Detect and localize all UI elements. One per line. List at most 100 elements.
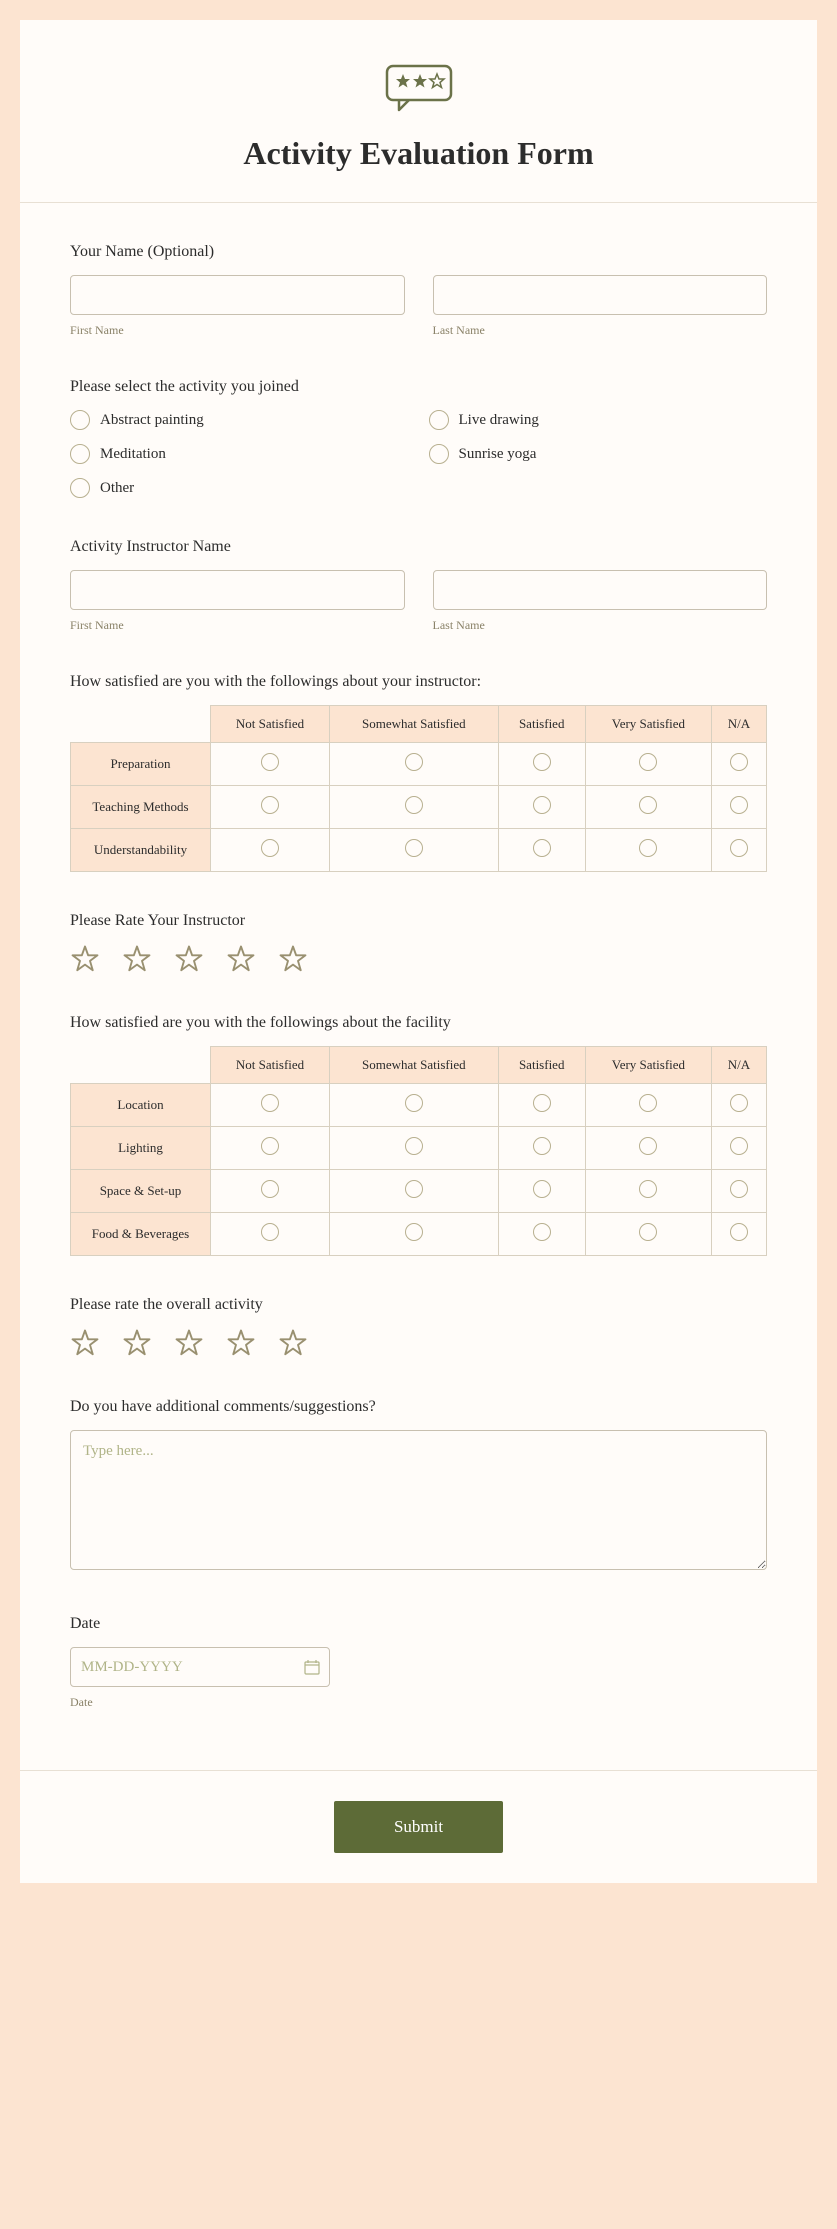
rate-instructor-group: Please Rate Your Instructor	[70, 912, 767, 974]
matrix-radio[interactable]	[639, 1180, 657, 1198]
matrix-radio[interactable]	[405, 753, 423, 771]
instructor-first-name-input[interactable]	[70, 570, 405, 610]
matrix-radio[interactable]	[405, 796, 423, 814]
matrix-radio[interactable]	[261, 1094, 279, 1112]
comments-textarea[interactable]	[70, 1430, 767, 1570]
matrix-radio[interactable]	[730, 1137, 748, 1155]
matrix-radio[interactable]	[730, 1094, 748, 1112]
instructor-first-name-sublabel: First Name	[70, 618, 405, 633]
instructor-matrix-label: How satisfied are you with the following…	[70, 673, 767, 691]
matrix-column-header: N/A	[711, 1047, 766, 1084]
matrix-radio[interactable]	[405, 1223, 423, 1241]
matrix-radio[interactable]	[405, 1180, 423, 1198]
radio-label: Abstract painting	[100, 412, 204, 429]
activity-select-group: Please select the activity you joined Ab…	[70, 378, 767, 498]
your-name-label: Your Name (Optional)	[70, 243, 767, 261]
instructor-name-label: Activity Instructor Name	[70, 538, 767, 556]
matrix-radio[interactable]	[730, 1223, 748, 1241]
first-name-input[interactable]	[70, 275, 405, 315]
matrix-radio[interactable]	[261, 1137, 279, 1155]
star-icon[interactable]	[70, 1328, 100, 1358]
radio-circle[interactable]	[70, 478, 90, 498]
radio-label: Other	[100, 480, 134, 497]
radio-circle[interactable]	[429, 444, 449, 464]
submit-button[interactable]: Submit	[334, 1801, 503, 1853]
facility-matrix-group: How satisfied are you with the following…	[70, 1014, 767, 1256]
rate-instructor-label: Please Rate Your Instructor	[70, 912, 767, 930]
rate-overall-label: Please rate the overall activity	[70, 1296, 767, 1314]
matrix-radio[interactable]	[261, 753, 279, 771]
activity-select-label: Please select the activity you joined	[70, 378, 767, 396]
activity-option[interactable]: Live drawing	[429, 410, 768, 430]
star-icon[interactable]	[226, 944, 256, 974]
star-icon[interactable]	[122, 1328, 152, 1358]
matrix-radio[interactable]	[639, 839, 657, 857]
matrix-column-header: N/A	[711, 706, 766, 743]
date-input[interactable]	[70, 1647, 330, 1687]
matrix-row-label: Lighting	[71, 1127, 211, 1170]
matrix-column-header: Not Satisfied	[211, 706, 330, 743]
matrix-row-label: Teaching Methods	[71, 786, 211, 829]
matrix-radio[interactable]	[261, 796, 279, 814]
facility-matrix-table: Not SatisfiedSomewhat SatisfiedSatisfied…	[70, 1046, 767, 1256]
rate-overall-group: Please rate the overall activity	[70, 1296, 767, 1358]
matrix-radio[interactable]	[730, 1180, 748, 1198]
matrix-radio[interactable]	[639, 753, 657, 771]
radio-circle[interactable]	[70, 444, 90, 464]
matrix-radio[interactable]	[639, 796, 657, 814]
radio-circle[interactable]	[70, 410, 90, 430]
activity-option[interactable]: Abstract painting	[70, 410, 409, 430]
matrix-radio[interactable]	[405, 1137, 423, 1155]
star-icon[interactable]	[122, 944, 152, 974]
matrix-radio[interactable]	[533, 1223, 551, 1241]
date-label: Date	[70, 1615, 767, 1633]
matrix-radio[interactable]	[533, 1180, 551, 1198]
star-icon[interactable]	[278, 1328, 308, 1358]
radio-circle[interactable]	[429, 410, 449, 430]
form-container: Activity Evaluation Form Your Name (Opti…	[20, 20, 817, 1883]
matrix-column-header: Not Satisfied	[211, 1047, 330, 1084]
star-icon[interactable]	[174, 944, 204, 974]
matrix-radio[interactable]	[261, 839, 279, 857]
form-body: Your Name (Optional) First Name Last Nam…	[20, 203, 817, 1770]
comments-label: Do you have additional comments/suggesti…	[70, 1398, 767, 1416]
matrix-radio[interactable]	[533, 1094, 551, 1112]
activity-option[interactable]: Sunrise yoga	[429, 444, 768, 464]
star-icon[interactable]	[70, 944, 100, 974]
matrix-row-label: Understandability	[71, 829, 211, 872]
first-name-sublabel: First Name	[70, 323, 405, 338]
matrix-radio[interactable]	[730, 753, 748, 771]
matrix-radio[interactable]	[730, 796, 748, 814]
matrix-radio[interactable]	[639, 1223, 657, 1241]
matrix-radio[interactable]	[639, 1137, 657, 1155]
matrix-column-header: Somewhat Satisfied	[330, 706, 499, 743]
radio-label: Sunrise yoga	[459, 446, 537, 463]
last-name-input[interactable]	[433, 275, 768, 315]
instructor-last-name-input[interactable]	[433, 570, 768, 610]
star-icon[interactable]	[174, 1328, 204, 1358]
matrix-radio[interactable]	[405, 1094, 423, 1112]
matrix-radio[interactable]	[639, 1094, 657, 1112]
matrix-radio[interactable]	[533, 1137, 551, 1155]
activity-option[interactable]: Other	[70, 478, 409, 498]
matrix-row-label: Food & Beverages	[71, 1213, 211, 1256]
activity-option[interactable]: Meditation	[70, 444, 409, 464]
matrix-radio[interactable]	[533, 839, 551, 857]
instructor-last-name-sublabel: Last Name	[433, 618, 768, 633]
your-name-group: Your Name (Optional) First Name Last Nam…	[70, 243, 767, 338]
matrix-radio[interactable]	[730, 839, 748, 857]
instructor-matrix-table: Not SatisfiedSomewhat SatisfiedSatisfied…	[70, 705, 767, 872]
last-name-sublabel: Last Name	[433, 323, 768, 338]
star-icon[interactable]	[278, 944, 308, 974]
instructor-name-group: Activity Instructor Name First Name Last…	[70, 538, 767, 633]
date-sublabel: Date	[70, 1695, 767, 1710]
matrix-radio[interactable]	[261, 1223, 279, 1241]
matrix-radio[interactable]	[533, 753, 551, 771]
matrix-radio[interactable]	[533, 796, 551, 814]
form-footer: Submit	[20, 1770, 817, 1883]
matrix-radio[interactable]	[405, 839, 423, 857]
logo-icon	[379, 60, 459, 120]
star-icon[interactable]	[226, 1328, 256, 1358]
comments-group: Do you have additional comments/suggesti…	[70, 1398, 767, 1575]
matrix-radio[interactable]	[261, 1180, 279, 1198]
